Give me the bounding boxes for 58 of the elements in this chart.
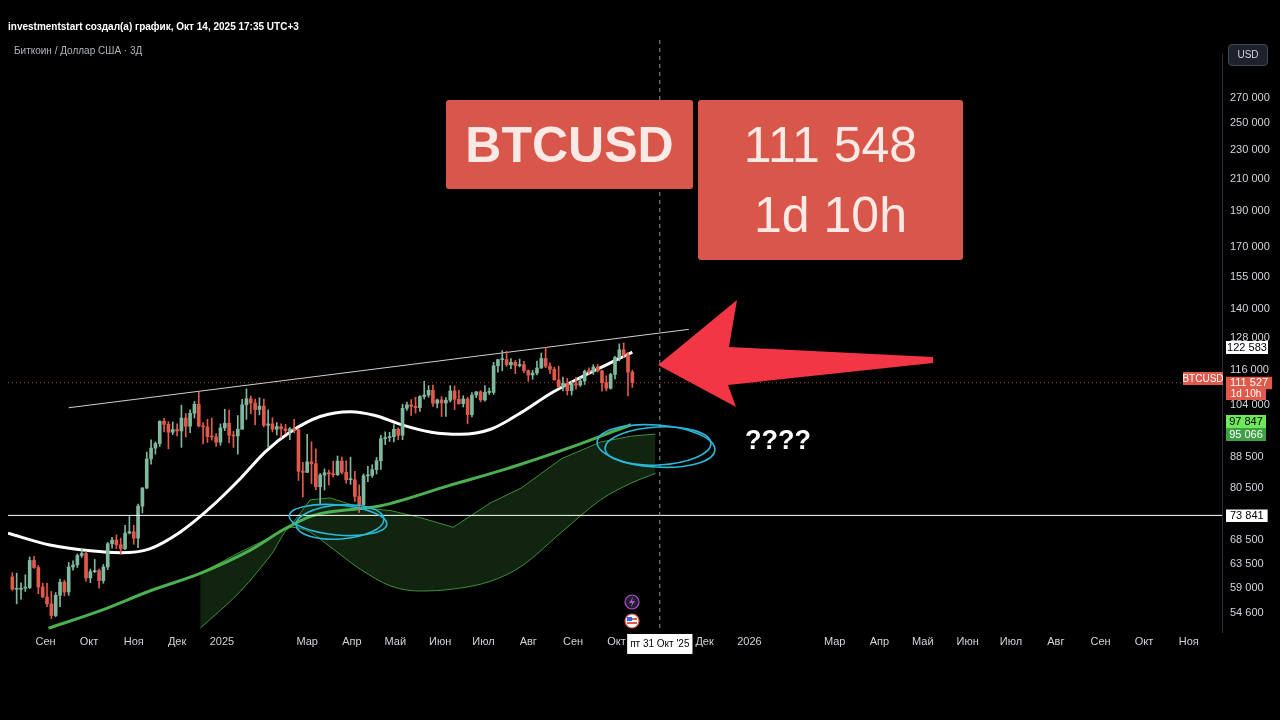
x-tick-label: 2025	[209, 634, 235, 647]
ref-line-label: 73 841	[1229, 508, 1264, 521]
text: investmentstart создал(а) график, Окт 14, 2025 17:35 UTC+3	[8, 21, 299, 32]
x-tick-label: Окт	[1134, 634, 1154, 647]
x-tick-label: Ноя	[123, 634, 144, 647]
ref-line-label: пт 31 Окт '25	[630, 637, 690, 649]
y-tick-label: 59 000	[1230, 580, 1264, 593]
y-tick-label: 250 000	[1230, 115, 1270, 128]
y-tick-label: 88 500	[1230, 450, 1264, 463]
y-tick-label: 80 500	[1230, 480, 1264, 493]
x-tick-label: Июн	[429, 634, 452, 647]
x-tick-label: Окт	[607, 634, 626, 647]
annotation: BTCUSD	[1182, 372, 1224, 385]
x-tick-label: Май	[384, 634, 407, 647]
x-tick-label: Мар	[823, 634, 846, 647]
x-tick-label: Июл	[999, 634, 1023, 647]
y-tick-label: 63 500	[1230, 556, 1264, 569]
line-series	[46, 423, 633, 630]
x-tick-label: Дек	[167, 634, 187, 647]
x-tick-label: Апр	[869, 634, 890, 647]
y-tick-label: 54 600	[1230, 605, 1264, 618]
y-tick-label: 155 000	[1230, 269, 1270, 282]
chart-title: Биткоин / Доллар США · 3Д	[14, 45, 143, 56]
y-tick-label: 190 000	[1230, 204, 1270, 217]
text: 122 583	[1226, 341, 1268, 354]
y-tick-label: 104 000	[1230, 398, 1270, 411]
annotation: 111 548	[743, 117, 918, 173]
x-tick-label: Июл	[472, 634, 495, 647]
line-series	[199, 472, 656, 629]
x-tick-label: Дек	[695, 634, 714, 647]
annotation: ????	[745, 425, 811, 455]
text: 95 066	[1226, 428, 1266, 441]
text: 1d 10h	[1226, 387, 1266, 400]
x-tick-label: Окт	[79, 634, 99, 647]
y-tick-label: 116 000	[1230, 363, 1269, 376]
x-tick-label: Мар	[296, 634, 318, 647]
y-tick-label: 68 500	[1230, 532, 1264, 545]
y-tick-label: 230 000	[1230, 142, 1270, 155]
y-tick-label: 140 000	[1230, 302, 1270, 315]
x-tick-label: Май	[912, 634, 934, 647]
annotation: 1d 10h	[698, 187, 963, 260]
annotation: BTCUSD	[446, 100, 693, 189]
x-tick-label: Сен	[35, 634, 56, 647]
x-tick-label: Ноя	[1178, 634, 1199, 647]
text: USD	[1228, 44, 1268, 66]
x-tick-label: Авг	[1047, 634, 1065, 647]
x-tick-label: 2026	[737, 634, 762, 647]
y-tick-label: 270 000	[1230, 91, 1270, 104]
x-tick-label: Авг	[519, 634, 537, 647]
y-tick-label: 128 000	[1230, 331, 1270, 344]
ref-line-label: 111 527	[1229, 376, 1269, 389]
x-tick-label: Июн	[956, 634, 979, 647]
y-tick-label: 210 000	[1230, 171, 1270, 184]
x-tick-label: Апр	[342, 634, 362, 647]
x-tick-label: Сен	[563, 634, 584, 647]
y-tick-label: 170 000	[1230, 239, 1270, 252]
text: 97 847	[1226, 415, 1266, 428]
x-tick-label: Сен	[1090, 634, 1111, 647]
